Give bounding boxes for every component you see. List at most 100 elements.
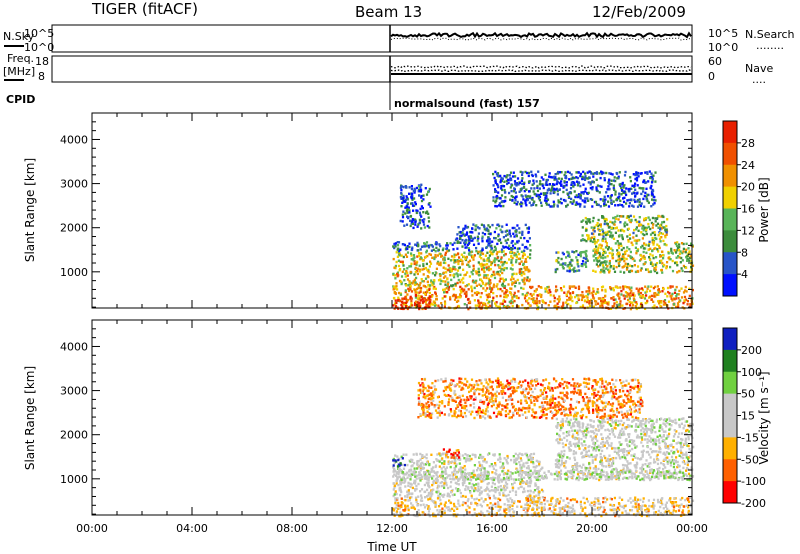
scatter-cell (581, 305, 584, 309)
scatter-cell (585, 227, 588, 231)
scatter-cell (653, 292, 657, 295)
scatter-cell (478, 227, 481, 230)
scatter-cell (498, 453, 501, 456)
scatter-cell (521, 278, 524, 282)
scatter-cell (678, 243, 681, 246)
scatter-cell (418, 221, 421, 225)
scatter-cell (490, 290, 493, 293)
scatter-cell (603, 178, 606, 182)
scatter-cell (568, 171, 571, 174)
scatter-cell (629, 237, 632, 240)
scatter-cell (406, 208, 409, 211)
scatter-cell (559, 201, 562, 204)
scatter-cell (399, 196, 402, 199)
scatter-cell (463, 274, 466, 277)
scatter-cell (501, 264, 504, 267)
scatter-cell (635, 302, 638, 306)
scatter-cell (574, 195, 577, 199)
scatter-cell (483, 478, 486, 481)
scatter-cell (645, 228, 648, 232)
scatter-cell (528, 278, 531, 281)
scatter-cell (587, 199, 590, 202)
scatter-cell (393, 274, 397, 277)
scatter-cell (622, 285, 625, 288)
scatter-cell (482, 269, 485, 272)
scatter-cell (410, 185, 413, 188)
scatter-cell (658, 300, 661, 303)
scatter-cell (525, 511, 529, 514)
scatter-cell (630, 241, 633, 244)
scatter-cell (502, 494, 505, 497)
scatter-cell (443, 462, 446, 465)
scatter-cell (453, 504, 456, 508)
scatter-cell (455, 506, 458, 509)
scatter-cell (558, 295, 561, 298)
scatter-cell (662, 422, 665, 425)
scatter-cell (470, 494, 473, 497)
scatter-cell (639, 295, 642, 298)
scatter-cell (428, 463, 431, 467)
scatter-cell (624, 252, 627, 256)
scatter-cell (566, 505, 569, 508)
scatter-cell (475, 478, 478, 481)
scatter-cell (503, 292, 506, 295)
scatter-cell (487, 513, 490, 516)
scatter-cell (454, 268, 457, 271)
scatter-cell (511, 281, 514, 285)
scatter-cell (511, 175, 515, 178)
scatter-cell (602, 232, 605, 235)
scatter-cell (608, 418, 611, 421)
scatter-cell (532, 201, 535, 205)
scatter-cell (577, 171, 580, 174)
scatter-cell (658, 261, 662, 264)
scatter-cell (443, 300, 447, 303)
scatter-cell (602, 500, 605, 504)
scatter-cell (588, 218, 591, 221)
scatter-cell (645, 290, 648, 293)
scatter-cell (557, 305, 560, 309)
scatter-cell (527, 302, 530, 305)
scatter-cell (676, 271, 679, 274)
scatter-cell (404, 508, 407, 511)
scatter-cell (515, 233, 518, 236)
scatter-cell (687, 460, 690, 463)
scatter-cell (399, 186, 402, 189)
scatter-cell (503, 188, 506, 192)
scatter-cell (419, 290, 422, 293)
scatter-cell (459, 230, 462, 234)
scatter-cell (658, 246, 661, 250)
scatter-cell (561, 418, 564, 421)
scatter-cell (494, 486, 497, 490)
scatter-cell (407, 481, 410, 485)
scatter-cell (470, 285, 473, 288)
scatter-cell (520, 459, 523, 462)
scatter-cell (651, 264, 654, 267)
scatter-cell (640, 441, 643, 444)
scatter-cell (518, 247, 521, 250)
scatter-cell (635, 418, 638, 421)
scatter-cell (394, 491, 397, 495)
scatter-cell (458, 305, 461, 309)
scatter-cell (649, 186, 652, 189)
scatter-cell (474, 502, 477, 505)
scatter-cell (496, 256, 499, 259)
scatter-cell (429, 284, 432, 287)
scatter-cell (511, 296, 514, 299)
scatter-cell (608, 262, 611, 265)
scatter-cell (522, 198, 525, 201)
scatter-cell (453, 477, 456, 481)
scatter-cell (643, 205, 646, 208)
scatter-cell (569, 201, 572, 204)
scatter-cell (585, 514, 588, 518)
scatter-cell (478, 512, 481, 516)
scatter-cell (624, 170, 627, 174)
scatter-cell (446, 285, 449, 288)
scatter-cell (639, 305, 643, 308)
scatter-cell (551, 176, 554, 179)
scatter-cell (587, 449, 591, 453)
scatter-cell (535, 459, 538, 463)
scatter-cell (442, 484, 445, 487)
scatter-cell (635, 445, 638, 448)
scatter-cell (416, 287, 419, 291)
scatter-cell (455, 455, 458, 459)
